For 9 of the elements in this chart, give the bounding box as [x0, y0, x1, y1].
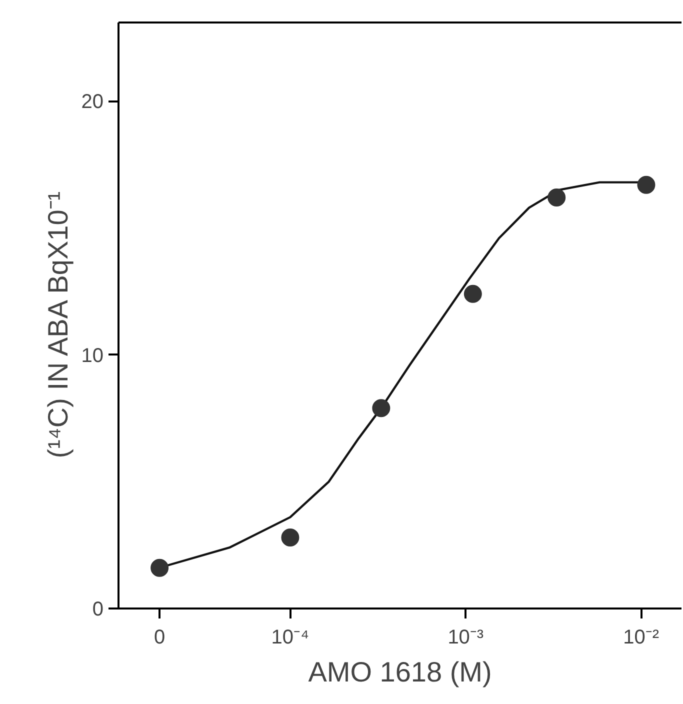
x-tick-label: 10⁻²	[623, 626, 660, 648]
y-tick-label: 20	[81, 91, 104, 114]
y-tick-label: 0	[92, 598, 104, 620]
x-tick-label: 10⁻⁴	[271, 626, 310, 648]
y-axis-title: (¹⁴C) IN ABA BqX10⁻¹	[42, 191, 74, 458]
x-tick-label: 10⁻³	[448, 626, 484, 648]
x-axis-title: AMO 1618 (M)	[308, 656, 492, 688]
x-tick-label: 0	[154, 626, 166, 648]
y-tick-label: 10	[81, 344, 104, 367]
